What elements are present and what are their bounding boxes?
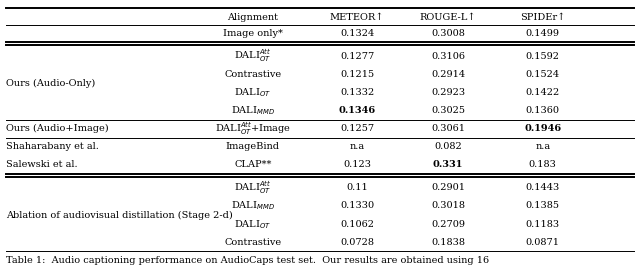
Text: DALI$_{MMD}$: DALI$_{MMD}$ xyxy=(231,199,275,212)
Text: ImageBind: ImageBind xyxy=(226,142,280,151)
Text: 0.1592: 0.1592 xyxy=(525,51,560,61)
Text: 0.1499: 0.1499 xyxy=(525,29,560,38)
Text: Ablation of audiovisual distillation (Stage 2-d): Ablation of audiovisual distillation (St… xyxy=(6,211,233,220)
Text: Ours (Audio-Only): Ours (Audio-Only) xyxy=(6,79,95,88)
Text: DALI$^{Att}_{OT}$: DALI$^{Att}_{OT}$ xyxy=(234,179,271,196)
Text: 0.1215: 0.1215 xyxy=(340,70,374,79)
Text: 0.1257: 0.1257 xyxy=(340,124,374,133)
Text: 0.3008: 0.3008 xyxy=(431,29,465,38)
Text: 0.1838: 0.1838 xyxy=(431,238,465,247)
Text: Alignment: Alignment xyxy=(227,12,278,22)
Text: Table 1:  Audio captioning performance on AudioCaps test set.  Our results are o: Table 1: Audio captioning performance on… xyxy=(6,256,490,265)
Text: ROUGE-L↑: ROUGE-L↑ xyxy=(420,12,476,22)
Text: SPIDEr↑: SPIDEr↑ xyxy=(520,12,565,22)
Text: 0.1062: 0.1062 xyxy=(340,220,374,229)
Text: DALI$^{Att}_{OT}$: DALI$^{Att}_{OT}$ xyxy=(234,48,271,64)
Text: 0.1443: 0.1443 xyxy=(525,183,560,192)
Text: Shaharabany et al.: Shaharabany et al. xyxy=(6,142,99,151)
Text: Salewski et al.: Salewski et al. xyxy=(6,160,78,169)
Text: 0.1332: 0.1332 xyxy=(340,88,374,97)
Text: 0.183: 0.183 xyxy=(529,160,557,169)
Text: 0.1946: 0.1946 xyxy=(524,124,561,133)
Text: 0.1324: 0.1324 xyxy=(340,29,374,38)
Text: 0.1524: 0.1524 xyxy=(525,70,560,79)
Text: 0.1385: 0.1385 xyxy=(525,201,560,211)
Text: 0.082: 0.082 xyxy=(434,142,462,151)
Text: DALI$_{MMD}$: DALI$_{MMD}$ xyxy=(231,105,275,117)
Text: 0.3061: 0.3061 xyxy=(431,124,465,133)
Text: 0.2914: 0.2914 xyxy=(431,70,465,79)
Text: 0.1277: 0.1277 xyxy=(340,51,374,61)
Text: Ours (Audio+Image): Ours (Audio+Image) xyxy=(6,124,109,133)
Text: n.a: n.a xyxy=(535,142,550,151)
Text: DALI$_{OT}$: DALI$_{OT}$ xyxy=(234,218,271,231)
Text: Image only*: Image only* xyxy=(223,29,283,38)
Text: 0.331: 0.331 xyxy=(433,160,463,169)
Text: 0.2709: 0.2709 xyxy=(431,220,465,229)
Text: 0.1346: 0.1346 xyxy=(339,107,376,115)
Text: 0.1360: 0.1360 xyxy=(525,107,560,115)
Text: METEOR↑: METEOR↑ xyxy=(330,12,384,22)
Text: 0.0728: 0.0728 xyxy=(340,238,374,247)
Text: DALI$_{OT}$: DALI$_{OT}$ xyxy=(234,86,271,99)
Text: CLAP**: CLAP** xyxy=(234,160,271,169)
Text: 0.1183: 0.1183 xyxy=(525,220,560,229)
Text: Contrastive: Contrastive xyxy=(224,70,282,79)
Text: n.a: n.a xyxy=(349,142,365,151)
Text: 0.1330: 0.1330 xyxy=(340,201,374,211)
Text: 0.1422: 0.1422 xyxy=(525,88,560,97)
Text: 0.3025: 0.3025 xyxy=(431,107,465,115)
Text: 0.3018: 0.3018 xyxy=(431,201,465,211)
Text: 0.11: 0.11 xyxy=(346,183,368,192)
Text: Contrastive: Contrastive xyxy=(224,238,282,247)
Text: DALI$^{Att}_{OT}$+Image: DALI$^{Att}_{OT}$+Image xyxy=(214,120,291,137)
Text: 0.2923: 0.2923 xyxy=(431,88,465,97)
Text: 0.2901: 0.2901 xyxy=(431,183,465,192)
Text: 0.123: 0.123 xyxy=(343,160,371,169)
Text: 0.3106: 0.3106 xyxy=(431,51,465,61)
Text: 0.0871: 0.0871 xyxy=(525,238,560,247)
